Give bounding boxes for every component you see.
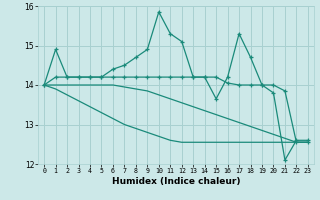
X-axis label: Humidex (Indice chaleur): Humidex (Indice chaleur): [112, 177, 240, 186]
